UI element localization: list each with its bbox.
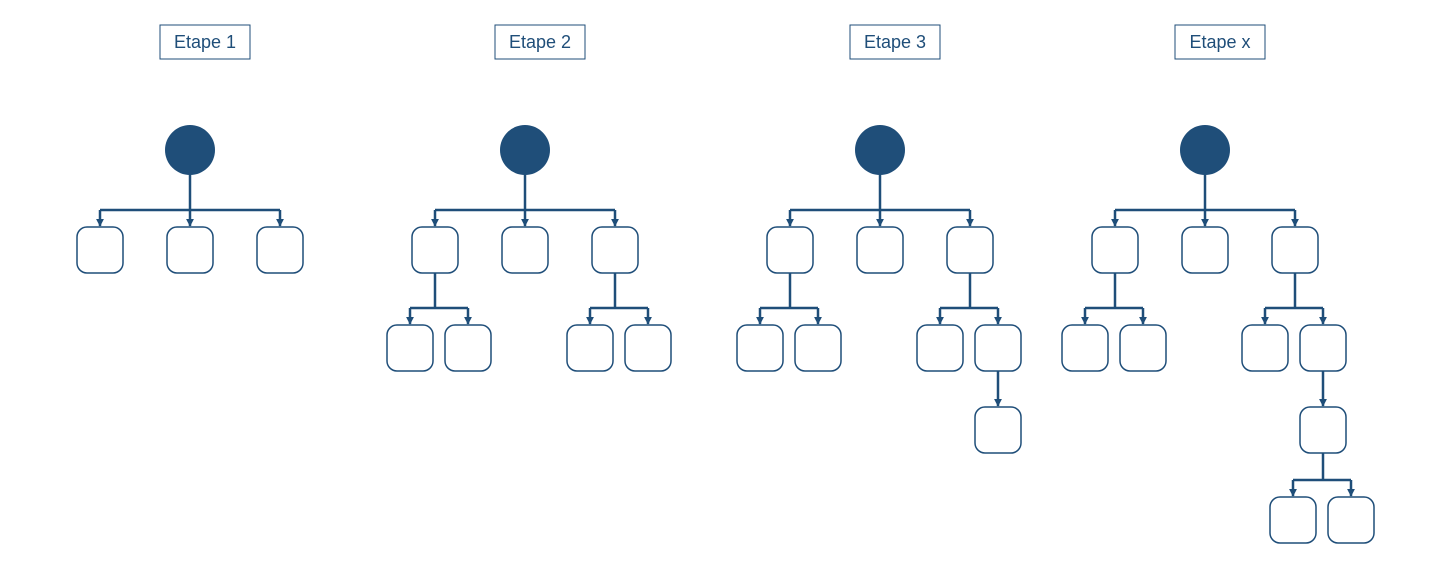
leaf-node (1092, 227, 1138, 273)
leaf-node (1300, 407, 1346, 453)
leaf-node (1328, 497, 1374, 543)
leaf-node (767, 227, 813, 273)
tree-diagram: Etape 1 Etape 2 Etape 3 Etape x (0, 0, 1446, 573)
root-node (500, 125, 550, 175)
root-node (1180, 125, 1230, 175)
stage-group: Etape 3 (737, 25, 1021, 453)
leaf-node (795, 325, 841, 371)
leaf-node (1242, 325, 1288, 371)
leaf-node (502, 227, 548, 273)
leaf-node (1120, 325, 1166, 371)
stage-group: Etape x (1062, 25, 1374, 543)
stage-label: Etape x (1189, 32, 1250, 52)
leaf-node (1272, 227, 1318, 273)
leaf-node (1182, 227, 1228, 273)
leaf-node (857, 227, 903, 273)
leaf-node (737, 325, 783, 371)
edges (760, 173, 998, 406)
leaf-node (412, 227, 458, 273)
stage-label: Etape 2 (509, 32, 571, 52)
stage-group: Etape 1 (77, 25, 303, 273)
root-node (165, 125, 215, 175)
leaf-node (567, 325, 613, 371)
leaf-node (592, 227, 638, 273)
leaf-node (1300, 325, 1346, 371)
stage-group: Etape 2 (387, 25, 671, 371)
leaf-node (167, 227, 213, 273)
root-node (855, 125, 905, 175)
leaf-node (917, 325, 963, 371)
stage-label: Etape 3 (864, 32, 926, 52)
leaf-node (77, 227, 123, 273)
nodes (737, 125, 1021, 453)
leaf-node (975, 407, 1021, 453)
leaf-node (625, 325, 671, 371)
leaf-node (387, 325, 433, 371)
leaf-node (257, 227, 303, 273)
leaf-node (975, 325, 1021, 371)
stage-label: Etape 1 (174, 32, 236, 52)
leaf-node (1270, 497, 1316, 543)
leaf-node (445, 325, 491, 371)
leaf-node (1062, 325, 1108, 371)
nodes (387, 125, 671, 371)
edges (100, 173, 280, 226)
leaf-node (947, 227, 993, 273)
